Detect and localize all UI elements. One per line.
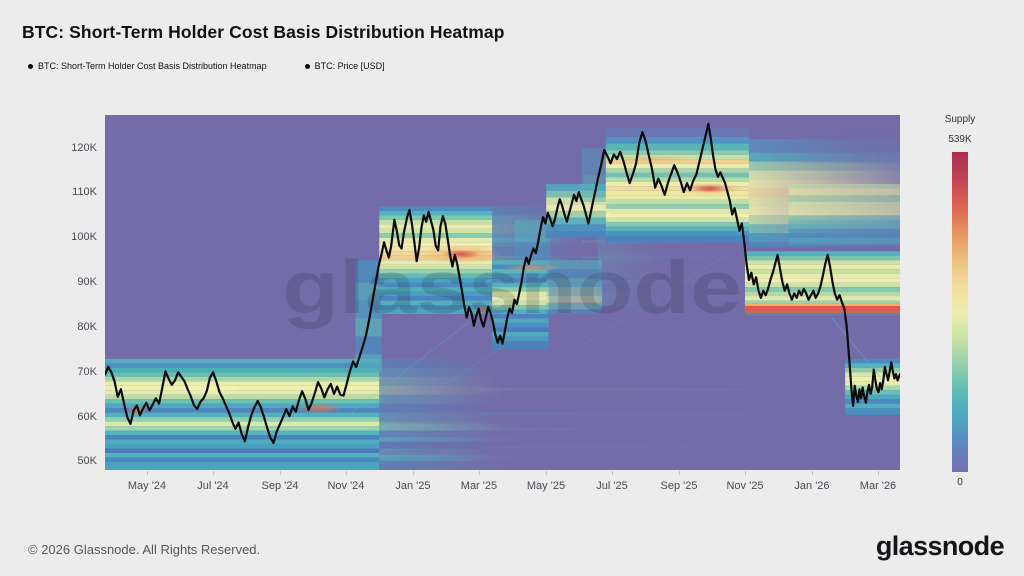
- x-axis-label: Jul '24: [197, 480, 229, 492]
- copyright-text: © 2026 Glassnode. All Rights Reserved.: [28, 542, 261, 557]
- legend-item-heatmap[interactable]: BTC: Short-Term Holder Cost Basis Distri…: [28, 61, 267, 71]
- x-axis-tick: [877, 471, 879, 475]
- x-axis-tick: [744, 471, 746, 475]
- colorbar-max-label: 539K: [948, 134, 972, 145]
- x-axis-label: Sep '24: [261, 480, 299, 492]
- x-axis-tick: [611, 471, 613, 475]
- y-axis-label: 100K: [71, 231, 97, 244]
- x-axis-label: May '25: [526, 480, 566, 492]
- plot-area[interactable]: [105, 115, 900, 470]
- legend: BTC: Short-Term Holder Cost Basis Distri…: [28, 61, 385, 71]
- colorbar-title: Supply: [944, 114, 976, 125]
- x-axis-label: Sep '25: [660, 480, 698, 492]
- y-axis-label: 80K: [77, 320, 97, 333]
- y-axis-label: 50K: [77, 455, 97, 468]
- glassnode-logo: glassnode: [875, 531, 1005, 561]
- x-axis-tick: [345, 471, 347, 475]
- legend-dot-icon: [304, 63, 310, 69]
- legend-item-price[interactable]: BTC: Price [USD]: [304, 61, 385, 71]
- x-axis-label: Jul '25: [596, 480, 628, 492]
- x-axis-tick: [678, 471, 680, 475]
- x-axis-label: Mar '25: [460, 480, 498, 492]
- x-axis-label: Nov '24: [327, 480, 365, 492]
- x-axis-label: Jan '26: [794, 480, 830, 492]
- legend-label: BTC: Price [USD]: [314, 61, 385, 71]
- x-axis-tick: [412, 471, 414, 475]
- x-axis-tick: [279, 471, 281, 475]
- x-axis-label: Mar '26: [859, 480, 897, 492]
- x-axis-tick: [811, 471, 813, 475]
- y-axis-label: 90K: [77, 276, 97, 289]
- colorbar-min-label: 0: [957, 477, 963, 488]
- x-axis-tick: [146, 471, 148, 475]
- x-axis-label: May '24: [127, 480, 167, 492]
- y-axis-label: 60K: [77, 410, 97, 423]
- heatmap-canvas[interactable]: [105, 115, 900, 470]
- y-axis-label: 70K: [77, 365, 97, 378]
- page-title: BTC: Short-Term Holder Cost Basis Distri…: [22, 22, 505, 42]
- x-axis-tick: [545, 471, 547, 475]
- supply-colorbar: [952, 152, 968, 472]
- legend-dot-icon: [28, 63, 33, 69]
- x-axis-label: Nov '25: [726, 480, 764, 492]
- x-axis-tick: [478, 471, 480, 475]
- x-axis-label: Jan '25: [395, 480, 431, 492]
- y-axis-label: 110K: [72, 186, 97, 199]
- y-axis-label: 120K: [71, 141, 97, 154]
- x-axis-tick: [212, 471, 214, 475]
- legend-label: BTC: Short-Term Holder Cost Basis Distri…: [38, 61, 267, 71]
